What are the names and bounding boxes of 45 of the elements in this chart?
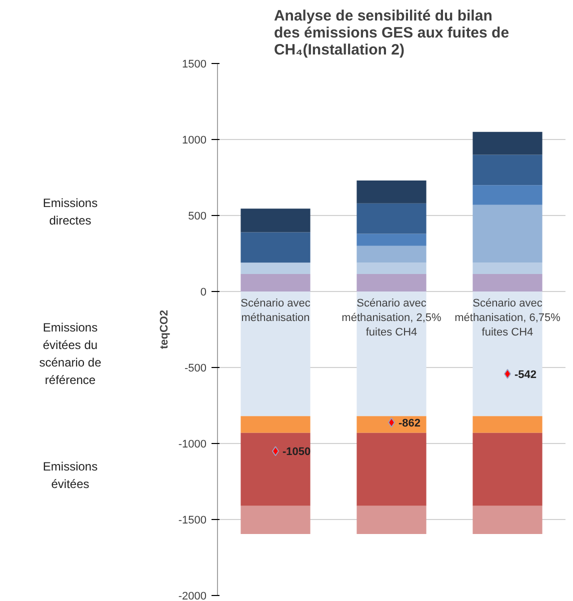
y-tick-label: 500: [188, 210, 207, 222]
bar: [356, 246, 426, 263]
bar: [356, 180, 426, 204]
bar: [240, 432, 310, 506]
bar: [240, 274, 310, 292]
y-tick-label: -1500: [178, 514, 207, 526]
y-tick-label: 1500: [182, 58, 207, 70]
bar: [472, 416, 542, 433]
bar: [240, 208, 310, 232]
bar: [240, 232, 310, 263]
x-tick-label: Scénario avec méthanisation, 6,75% fuites CH4: [454, 298, 561, 338]
y-axis-title: teqCO2: [158, 310, 170, 350]
bar: [240, 292, 310, 416]
text: Emissions évitées: [42, 459, 98, 491]
bar: [472, 432, 542, 506]
bar: [240, 416, 310, 433]
bar: [356, 262, 426, 274]
bar: [356, 506, 426, 534]
bar: [472, 154, 542, 186]
bar: [356, 234, 426, 246]
text: Emissions directes: [42, 196, 98, 228]
y-tick-label: -2000: [178, 590, 207, 601]
y-tick-label: 0: [200, 286, 207, 298]
bar: [472, 185, 542, 205]
bar: [356, 203, 426, 234]
text: Emissions évitées du scénario de référence: [39, 320, 102, 388]
bar: [472, 204, 542, 263]
chart-title: Analyse de sensibilité du bilan des émissions GES aux fuites de CH₄(Installation 2): [274, 8, 510, 58]
bar: [356, 274, 426, 292]
data-label: -1050: [282, 446, 311, 458]
y-tick-label: -500: [184, 362, 207, 374]
y-tick-label: -1000: [178, 438, 207, 450]
y-tick-label: 1000: [182, 134, 207, 146]
bar: [240, 262, 310, 274]
bar: [472, 262, 542, 274]
data-label: -542: [514, 368, 536, 381]
x-tick-label: Scénario avec méthanisation: [240, 298, 311, 324]
bar: [472, 506, 542, 534]
bar: [356, 416, 426, 433]
bar: [356, 432, 426, 506]
x-tick-label: Scénario avec méthanisation, 2,5% fuites CH4: [342, 298, 442, 338]
bar: [240, 506, 310, 534]
bar: [472, 274, 542, 292]
bar: [472, 132, 542, 155]
data-label: -862: [398, 418, 420, 430]
